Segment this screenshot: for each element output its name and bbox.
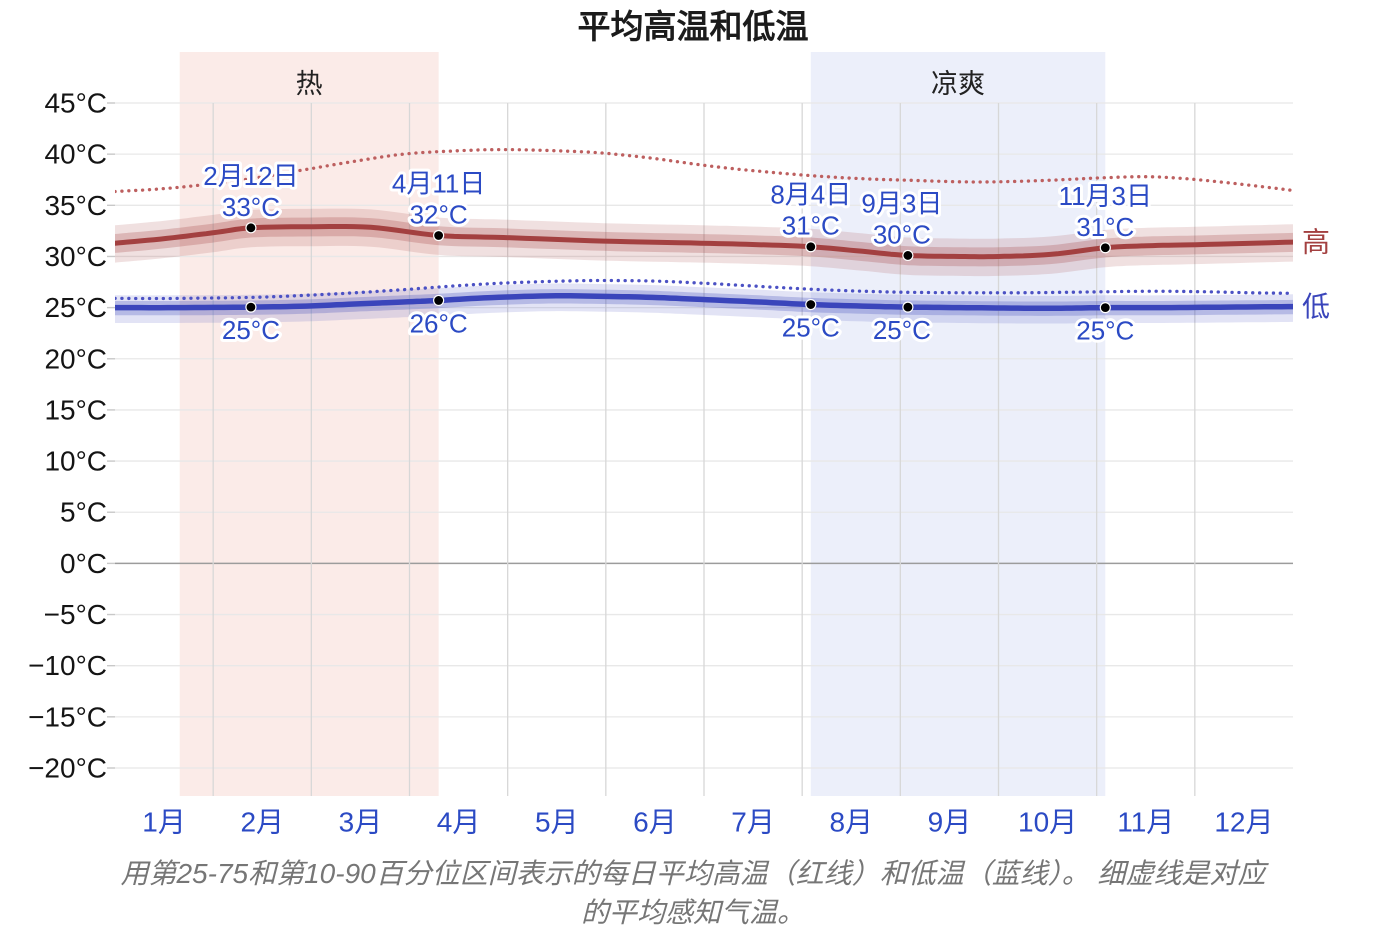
data-point-dot [433,294,445,307]
page-title: 平均高温和低温 [577,8,809,45]
data-point-dot [1099,242,1111,254]
high-apparent-line [115,147,1293,194]
low-apparent-line [115,278,1293,301]
season-layer: 热 凉爽 [179,52,1106,796]
month-label: 6月 [633,807,677,838]
y-axis-label: 15°C [44,394,107,425]
annotation-date: 9月3日 [861,188,942,218]
data-point-dot [433,229,445,242]
y-axis-label: −10°C [28,650,107,681]
month-label: 9月 [928,807,972,838]
annotation-date: 4月11日 [392,168,485,198]
annotation-low-value: 26°C [410,308,468,338]
y-axis-label: 20°C [44,343,107,374]
low-line [115,293,1293,311]
y-axis-label: 25°C [44,292,107,323]
chart-caption: 用第25-75和第10-90百分位区间表示的每日平均高温（红线）和低温（蓝线）。… [0,854,1386,932]
month-label: 7月 [731,807,775,838]
y-axis-label: 5°C [60,497,107,528]
month-label: 8月 [829,807,873,838]
data-point-dot [902,249,914,262]
axis-layer: 45°C 40°C 35°C 30°C 25°C 20°C 15°C 10°C 5°C 0°C −5… [28,88,1330,838]
season-label: 热 [296,69,323,99]
annotation-date: 2月12日 [203,161,298,191]
month-label: 10月 [1018,807,1077,838]
annotation-low-value: 25°C [222,315,280,345]
low-band-10-90 [115,283,1293,324]
month-label: 11月 [1117,807,1174,838]
data-point-dot [245,301,257,313]
line-layer [115,147,1293,311]
month-label: 12月 [1214,807,1273,838]
month-label: 4月 [437,807,481,838]
y-axis-label: 0°C [60,548,107,579]
data-point-dot [1099,302,1111,314]
y-axis-label: −15°C [28,701,107,732]
annotation-low-value: 25°C [782,313,840,343]
y-axis-label: 40°C [44,139,107,170]
y-axis-label: 35°C [44,190,107,221]
low-line-label: 低 [1302,291,1330,322]
annotation-high-value: 31°C [782,211,840,241]
data-point-dot [805,241,817,253]
cool-season-band [810,52,1106,796]
annotation-high-value: 31°C [1076,212,1134,242]
annotation-date: 8月4日 [770,180,851,210]
high-line-label: 高 [1302,227,1330,258]
annotation-low-value: 25°C [1076,316,1134,346]
caption-line-1: 用第25-75和第10-90百分位区间表示的每日平均高温（红线）和低温（蓝线）。… [120,858,1266,889]
caption-line-2: 的平均感知气温。 [580,897,805,928]
y-axis-label: −20°C [28,753,107,784]
annotation-high-value: 32°C [410,199,468,229]
y-axis-label: −5°C [44,599,107,630]
month-label: 2月 [240,807,284,838]
high-line [115,224,1293,260]
y-axis-label: 30°C [44,241,107,272]
annotation-date: 11月3日 [1059,181,1152,211]
hot-season-band [179,52,439,796]
annotation-high-value: 30°C [873,219,931,249]
month-label: 3月 [339,807,383,838]
annotation-layer: 2月12日33°C4月11日32°C8月4日31°C9月3日30°C11月3日3… [200,158,1155,349]
data-point-dot [902,301,914,313]
season-label: 凉爽 [931,69,985,99]
y-axis-label: 10°C [44,446,107,477]
grid-layer [107,102,1293,796]
annotation-low-value: 25°C [873,315,931,345]
month-label: 5月 [535,807,579,838]
month-label: 1月 [142,807,186,838]
data-point-dot [805,298,817,311]
y-axis-label: 45°C [44,88,107,119]
data-point-dot [245,222,257,234]
annotation-high-value: 33°C [222,192,280,222]
